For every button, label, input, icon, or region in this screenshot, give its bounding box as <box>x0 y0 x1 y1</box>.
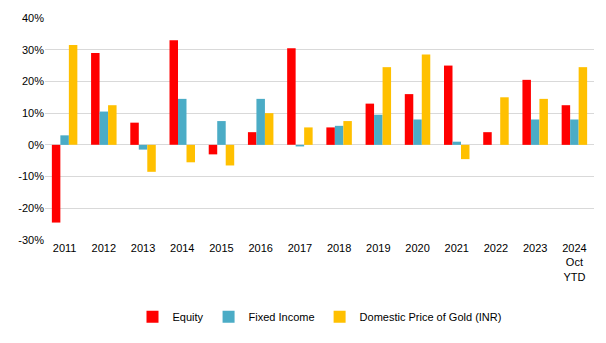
svg-text:-20%: -20% <box>18 202 44 214</box>
svg-text:2017: 2017 <box>288 242 312 254</box>
svg-text:2011: 2011 <box>53 242 77 254</box>
svg-text:2019: 2019 <box>366 242 390 254</box>
svg-text:30%: 30% <box>22 44 44 56</box>
svg-text:2024OctYTD: 2024OctYTD <box>562 242 586 283</box>
svg-text:2013: 2013 <box>131 242 155 254</box>
svg-text:Domestic Price of Gold (INR): Domestic Price of Gold (INR) <box>360 311 502 323</box>
svg-text:2014: 2014 <box>170 242 194 254</box>
svg-text:Equity: Equity <box>173 311 204 323</box>
svg-text:2022: 2022 <box>484 242 508 254</box>
svg-text:2020: 2020 <box>405 242 429 254</box>
svg-text:2016: 2016 <box>248 242 272 254</box>
svg-text:2012: 2012 <box>92 242 116 254</box>
svg-text:10%: 10% <box>22 107 44 119</box>
svg-text:2018: 2018 <box>327 242 351 254</box>
svg-text:-30%: -30% <box>18 234 44 246</box>
svg-text:2015: 2015 <box>209 242 233 254</box>
svg-text:Fixed Income: Fixed Income <box>249 311 315 323</box>
svg-text:2021: 2021 <box>445 242 469 254</box>
svg-text:20%: 20% <box>22 75 44 87</box>
svg-text:-10%: -10% <box>18 170 44 182</box>
svg-text:0%: 0% <box>28 139 44 151</box>
svg-text:2023: 2023 <box>523 242 547 254</box>
svg-text:40%: 40% <box>22 12 44 24</box>
